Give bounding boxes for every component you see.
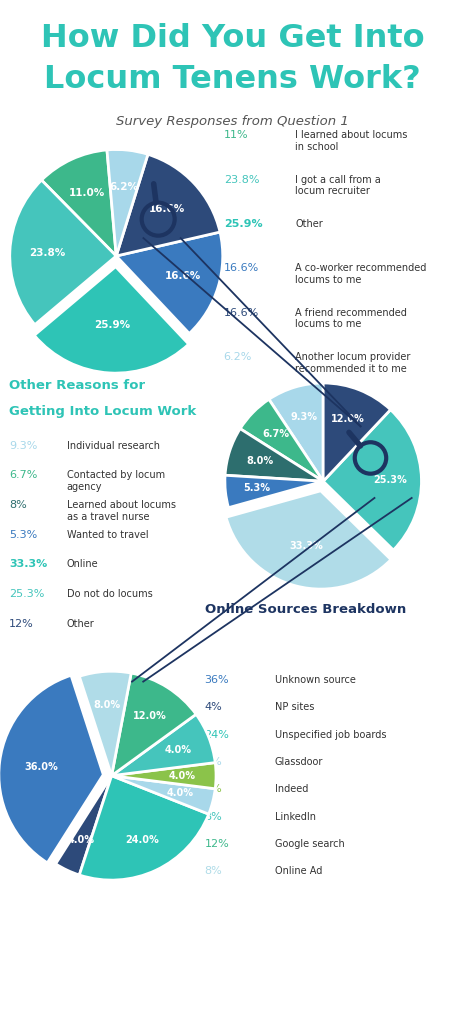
Text: LinkedIn: LinkedIn	[275, 812, 316, 821]
Text: 16.6%: 16.6%	[164, 271, 200, 281]
Text: Do not do locums: Do not do locums	[66, 589, 153, 599]
Wedge shape	[240, 399, 323, 481]
Wedge shape	[41, 150, 116, 256]
Text: Getting Into Locum Work: Getting Into Locum Work	[9, 406, 197, 418]
Text: 25.9%: 25.9%	[94, 321, 130, 330]
Wedge shape	[56, 776, 112, 876]
Text: 8%: 8%	[205, 812, 222, 821]
Text: 12.0%: 12.0%	[133, 711, 166, 721]
Text: Barton: Barton	[23, 971, 92, 988]
Text: Google search: Google search	[275, 839, 345, 849]
Text: 16.6%: 16.6%	[149, 204, 185, 214]
Text: 4%: 4%	[205, 702, 222, 713]
Text: Other: Other	[66, 618, 94, 629]
Wedge shape	[80, 672, 131, 776]
Text: A co-worker recommended
locums to me: A co-worker recommended locums to me	[295, 263, 427, 285]
Text: NP sites: NP sites	[275, 702, 314, 713]
Text: Other: Other	[295, 219, 323, 229]
Text: Associates: Associates	[23, 1002, 105, 1018]
Wedge shape	[10, 180, 116, 325]
Wedge shape	[112, 715, 215, 776]
Text: 4.0%: 4.0%	[164, 744, 191, 755]
Wedge shape	[323, 383, 391, 481]
Text: Learned about locums
as a travel nurse: Learned about locums as a travel nurse	[66, 500, 176, 521]
Text: Contacted by locum
agency: Contacted by locum agency	[66, 470, 165, 492]
Text: 8%: 8%	[205, 866, 222, 877]
Text: 36.0%: 36.0%	[24, 762, 58, 772]
Text: Online Ad: Online Ad	[275, 866, 322, 877]
Text: 16.6%: 16.6%	[224, 263, 259, 273]
Text: 8.0%: 8.0%	[246, 456, 273, 466]
Text: Indeed: Indeed	[275, 784, 308, 795]
Text: Another locum provider
recommended it to me: Another locum provider recommended it to…	[295, 352, 411, 374]
Text: 12.0%: 12.0%	[331, 414, 365, 424]
Text: 8%: 8%	[9, 500, 27, 510]
Text: 33.3%: 33.3%	[290, 541, 324, 551]
Text: Online Sources Breakdown: Online Sources Breakdown	[205, 603, 406, 616]
Wedge shape	[80, 776, 209, 880]
Wedge shape	[34, 266, 189, 373]
Text: 24%: 24%	[205, 730, 229, 739]
Text: 4.0%: 4.0%	[167, 788, 194, 799]
Text: 4.0%: 4.0%	[68, 835, 95, 845]
Text: 25.3%: 25.3%	[9, 589, 45, 599]
Text: 25.9%: 25.9%	[224, 219, 262, 229]
Text: 24.0%: 24.0%	[125, 835, 159, 845]
Wedge shape	[225, 429, 323, 481]
Text: 11.0%: 11.0%	[69, 188, 106, 199]
Wedge shape	[107, 150, 148, 256]
Text: 9.3%: 9.3%	[9, 440, 38, 451]
Wedge shape	[226, 490, 391, 589]
Text: Online: Online	[66, 559, 98, 569]
Wedge shape	[0, 675, 103, 863]
Text: I got a call from a
locum recruiter: I got a call from a locum recruiter	[295, 175, 381, 197]
Wedge shape	[112, 763, 216, 788]
Text: 36%: 36%	[205, 675, 229, 685]
Text: 5.3%: 5.3%	[243, 483, 270, 494]
Text: 4%: 4%	[205, 757, 222, 767]
Text: 6.7%: 6.7%	[9, 470, 38, 480]
Text: 6.2%: 6.2%	[109, 182, 138, 193]
Wedge shape	[225, 475, 323, 508]
Text: 23.8%: 23.8%	[29, 248, 65, 258]
Wedge shape	[269, 383, 323, 481]
Text: 12%: 12%	[9, 618, 34, 629]
Text: 4.0%: 4.0%	[169, 771, 196, 780]
Wedge shape	[112, 673, 196, 776]
Text: Locum Tenens Work?: Locum Tenens Work?	[44, 63, 421, 95]
Text: 6.7%: 6.7%	[262, 429, 289, 439]
Text: 6.2%: 6.2%	[224, 352, 252, 362]
Wedge shape	[112, 776, 215, 814]
Text: 33.3%: 33.3%	[9, 559, 47, 569]
Text: How Did You Get Into: How Did You Get Into	[41, 23, 424, 54]
Text: 4%: 4%	[205, 784, 222, 795]
Wedge shape	[323, 410, 421, 550]
Text: 16.6%: 16.6%	[224, 308, 259, 317]
Text: Other Reasons for: Other Reasons for	[9, 379, 146, 392]
Text: 11%: 11%	[224, 130, 248, 140]
Text: Unspecified job boards: Unspecified job boards	[275, 730, 386, 739]
Text: Individual research: Individual research	[66, 440, 159, 451]
Text: 5.3%: 5.3%	[9, 529, 38, 540]
Text: 12%: 12%	[205, 839, 229, 849]
Wedge shape	[116, 155, 220, 256]
Text: 23.8%: 23.8%	[224, 175, 259, 184]
Wedge shape	[116, 232, 223, 334]
Text: Survey Responses from Question 1: Survey Responses from Question 1	[116, 116, 349, 128]
Text: 9.3%: 9.3%	[291, 413, 318, 422]
Text: Wanted to travel: Wanted to travel	[66, 529, 148, 540]
Text: Unknown source: Unknown source	[275, 675, 356, 685]
Text: To see the full survey results,
please visit our website: To see the full survey results, please v…	[179, 970, 352, 1001]
Text: I learned about locums
in school: I learned about locums in school	[295, 130, 408, 152]
Text: 25.3%: 25.3%	[373, 475, 407, 485]
Text: 8.0%: 8.0%	[93, 699, 121, 710]
Text: A friend recommended
locums to me: A friend recommended locums to me	[295, 308, 407, 330]
Text: Glassdoor: Glassdoor	[275, 757, 323, 767]
